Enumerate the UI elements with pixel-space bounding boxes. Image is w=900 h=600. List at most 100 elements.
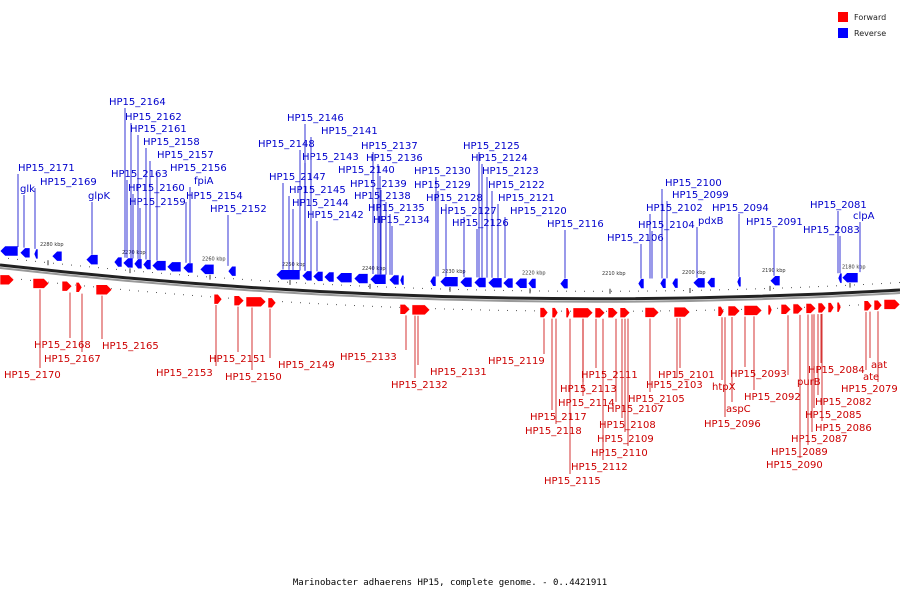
minor-tick [858,304,859,306]
minor-tick [755,288,756,290]
forward-gene-label: aspC [726,404,751,415]
forward-gene [743,305,763,316]
minor-tick [386,286,387,288]
reverse-gene-label: HP15_2171 [18,163,75,174]
minor-tick [539,290,540,292]
forward-gene-label: HP15_2170 [4,370,61,381]
minor-tick [863,284,864,286]
reverse-gene-label: HP15_2139 [350,179,407,190]
reverse-gene [51,250,63,262]
forward-gene-label: HP15_2105 [628,394,685,405]
minor-tick [575,290,576,292]
reverse-gene [514,277,528,289]
reverse-gene-label: HP15_2152 [210,204,267,215]
forward-gene [75,282,83,293]
forward-swatch [838,12,848,22]
minor-tick [602,290,603,292]
forward-gene [883,299,900,310]
legend-reverse: Reverse [838,25,886,41]
forward-gene-label: HP15_2115 [544,476,601,487]
minor-tick [683,290,684,292]
reverse-gene [459,276,473,288]
minor-tick [782,287,783,289]
minor-tick [174,293,175,295]
forward-gene [619,307,631,318]
minor-tick [53,262,54,264]
forward-gene-label: HP15_2079 [841,384,898,395]
forward-gene-label: HP15_2165 [102,341,159,352]
reverse-gene-label: HP15_2122 [488,180,545,191]
minor-tick [498,309,499,311]
minor-tick [548,290,549,292]
minor-tick [71,264,72,266]
forward-gene-label: HP15_2131 [430,367,487,378]
forward-gene [245,296,267,308]
reverse-gene [151,260,167,271]
figure-caption: Marinobacter adhaerens HP15, complete ge… [292,578,608,588]
minor-tick [372,305,373,307]
forward-gene [267,297,277,309]
minor-tick [494,289,495,291]
minor-tick [462,308,463,310]
reverse-gene-label: HP15_2126 [452,218,509,229]
minor-tick [233,278,234,280]
forward-gene-label: HP15_2096 [704,419,761,430]
minor-tick [201,295,202,297]
minor-tick [165,292,166,294]
minor-tick [62,263,63,265]
minor-tick [44,261,45,263]
minor-tick [327,303,328,305]
forward-gene [565,307,571,319]
minor-tick [341,284,342,286]
reverse-gene [487,277,503,289]
scale-tick-label: 2200 kbp [682,270,706,276]
reverse-gene [736,276,742,288]
minor-tick [818,286,819,288]
reverse-gene [502,277,514,289]
minor-tick [471,309,472,311]
minor-tick [84,285,85,287]
reverse-gene-label: HP15_2161 [130,124,187,135]
minor-tick [345,304,346,306]
minor-tick [849,304,850,306]
minor-tick [642,310,643,312]
minor-tick [93,286,94,288]
forward-gene-label: HP15_2107 [607,404,664,415]
reverse-gene-label: HP15_2099 [672,190,729,201]
reverse-gene [227,265,237,277]
minor-tick [561,310,562,312]
forward-gene [607,307,619,319]
reverse-gene-label: HP15_2091 [746,217,803,228]
minor-tick [809,286,810,288]
minor-tick [764,288,765,290]
forward-gene [805,303,817,314]
forward-gene [836,301,842,313]
forward-gene [61,280,73,292]
minor-tick [647,290,648,292]
scale-tick-label: 2250 kbp [282,262,306,268]
minor-tick [516,310,517,312]
minor-tick [606,310,607,312]
forward-gene-label: HP15_2111 [581,370,638,381]
reverse-gene-label: HP15_2124 [471,153,528,164]
minor-tick [534,310,535,312]
minor-tick [224,277,225,279]
forward-gene-label: HP15_2168 [34,340,91,351]
forward-gene-label: HP15_2082 [815,397,872,408]
minor-tick [395,286,396,288]
minor-tick [890,282,891,284]
forward-gene [827,302,835,313]
forward-gene [572,307,594,319]
reverse-gene [33,248,39,260]
scale-tick-label: 2240 kbp [362,266,386,272]
reverse-gene-label: HP15_2136 [366,153,423,164]
reverse-gene-label: HP15_2163 [111,169,168,180]
reverse-gene [312,271,324,282]
forward-gene [539,307,549,318]
forward-gene [411,304,431,316]
minor-tick [17,258,18,260]
reverse-label: Reverse [854,28,887,38]
minor-tick [296,282,297,284]
reverse-gene [122,257,134,269]
